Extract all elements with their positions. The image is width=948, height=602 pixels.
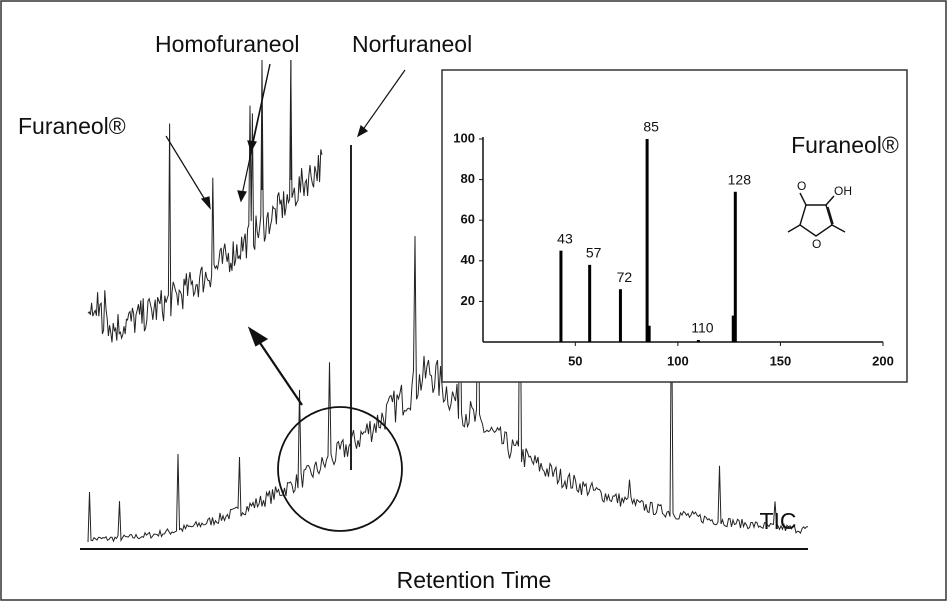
peak-label: 43: [557, 230, 573, 246]
inset-title: Furaneol®: [791, 132, 899, 158]
y-tick-label: 80: [461, 171, 475, 186]
x-tick-label: 100: [667, 353, 689, 368]
bar: [647, 325, 651, 342]
furaneol-label: Furaneol®: [18, 113, 126, 139]
y-tick-label: 60: [461, 212, 475, 227]
x-axis-title: Retention Time: [397, 567, 552, 593]
bar: [559, 250, 563, 342]
arrows: [247, 326, 303, 406]
bar: [618, 289, 622, 342]
structure-o: O: [797, 179, 806, 193]
homofuraneol-label: Homofuraneol: [155, 31, 299, 57]
structure: [787, 192, 846, 237]
y-tick-label: 20: [461, 293, 475, 308]
peak-label: 72: [617, 269, 633, 285]
y-tick-label: 100: [453, 130, 475, 145]
chromatogram: [87, 59, 808, 543]
zoom-circle: [277, 406, 403, 532]
bar: [731, 315, 735, 342]
zoom-trace: [87, 59, 323, 343]
structure-ring-o: O: [812, 237, 821, 251]
x-tick-label: 150: [770, 353, 792, 368]
bar: [588, 264, 592, 342]
label-arrows: [165, 63, 406, 210]
bar: [696, 339, 700, 342]
norfuraneol-label: Norfuraneol: [352, 31, 472, 57]
mass-spectrum: Furaneol® 20 40 60 80 100 50 100 150 200 43 57 72 85…: [453, 119, 899, 369]
peak-label: 85: [643, 119, 659, 135]
x-tick-label: 50: [568, 353, 582, 368]
tic-trace: [87, 228, 808, 543]
bar: [645, 139, 649, 342]
x-tick-label: 200: [872, 353, 894, 368]
peak-label: 110: [691, 320, 714, 336]
bar: [733, 191, 737, 342]
y-tick-label: 40: [461, 252, 475, 267]
tic-label: TIC: [759, 508, 796, 534]
structure-oh: OH: [834, 184, 852, 198]
peak-label: 128: [728, 171, 752, 187]
peak-label: 57: [586, 245, 602, 261]
inset-frame: [441, 69, 908, 383]
